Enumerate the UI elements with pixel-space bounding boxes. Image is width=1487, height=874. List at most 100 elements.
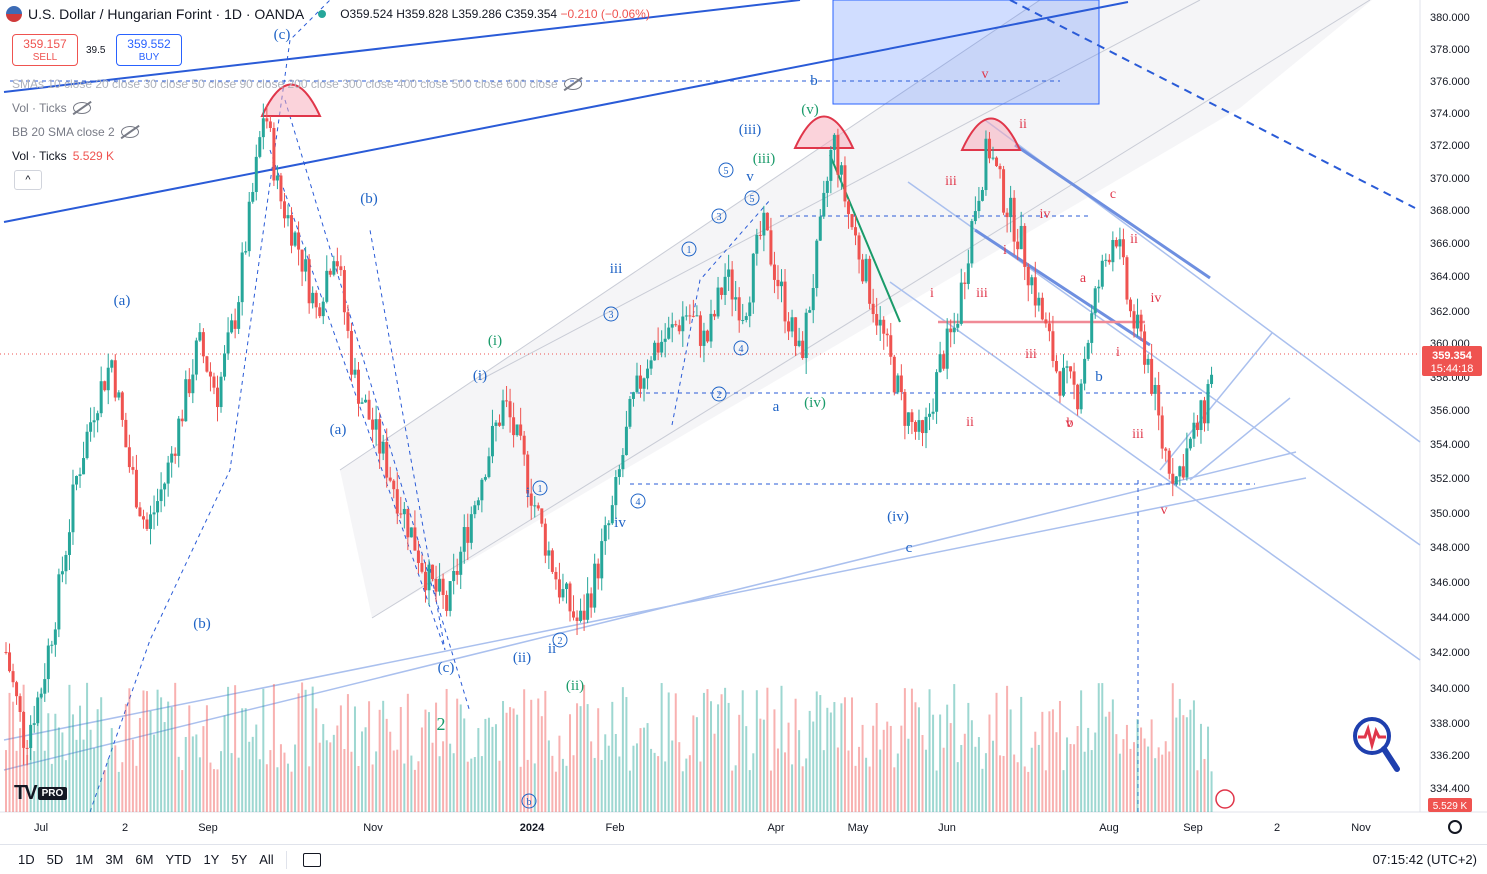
volume-bar (896, 753, 899, 812)
candle-body (402, 508, 406, 515)
candle-body (25, 747, 29, 749)
candle-body (653, 342, 657, 361)
timeframe-3m[interactable]: 3M (105, 852, 124, 867)
volume-bar (19, 728, 22, 812)
volume-bar (329, 742, 332, 812)
last-price-value: 359.354 (1432, 350, 1473, 362)
volume-bar (840, 703, 843, 812)
volume-bar (551, 755, 554, 812)
candle-body (159, 489, 163, 502)
settings-gear-icon[interactable] (1448, 820, 1462, 834)
volume-bar (995, 692, 998, 812)
candle-body (998, 166, 1002, 170)
candle-body (727, 269, 731, 277)
volume-bar (466, 761, 469, 812)
candle-body (364, 399, 368, 403)
volume-bar (456, 698, 459, 812)
symbol-title[interactable]: U.S. Dollar / Hungarian Forint · 1D · OA… (28, 6, 305, 22)
hidden-eye-icon[interactable] (563, 78, 582, 90)
timeframe-5y[interactable]: 5Y (231, 852, 248, 867)
volume-bar (40, 688, 43, 812)
volume-bar (798, 730, 801, 812)
legend-vol[interactable]: Vol · Ticks 5.529 K (12, 149, 114, 163)
candle-body (801, 340, 805, 359)
price-chart[interactable]: 380.000 378.000 376.000 374.000 372.000 370.0… (0, 0, 1487, 844)
volume-bar (209, 762, 212, 812)
candle-body (43, 679, 47, 694)
candle-body (1157, 384, 1161, 416)
candle-body (935, 372, 939, 412)
candle-body (332, 261, 336, 275)
clock-readout[interactable]: 07:15:42 (UTC+2) (1372, 852, 1477, 867)
candle-body (406, 508, 410, 538)
candle-body (980, 190, 984, 201)
volume-bar (392, 750, 395, 812)
volume-bar (932, 714, 935, 812)
volume-bar (1150, 719, 1153, 812)
volume-bar (93, 748, 96, 812)
candle-body (46, 645, 50, 680)
wave-label: b (810, 73, 818, 89)
timeframe-all[interactable]: All (259, 852, 274, 867)
timeframe-6m[interactable]: 6M (135, 852, 154, 867)
support-line (1189, 397, 1291, 481)
candle-body (663, 338, 667, 342)
candle-body (744, 316, 748, 320)
candle-body (921, 420, 924, 434)
candle-body (272, 127, 276, 181)
volume-bar (833, 702, 836, 812)
candle-body (1104, 259, 1108, 261)
date-range-calendar-icon[interactable] (302, 852, 321, 867)
timeframe-1y[interactable]: 1Y (203, 852, 220, 867)
volume-bar (1041, 711, 1044, 812)
wave-label: (b) (360, 191, 378, 207)
candle-body (230, 320, 234, 333)
candle-body (829, 149, 833, 181)
volume-bar (378, 709, 381, 812)
volume-bar (389, 731, 392, 812)
timeframe-1m[interactable]: 1M (75, 852, 94, 867)
wave-label: iii (1132, 427, 1144, 442)
volume-bar (1101, 683, 1104, 812)
volume-bar (565, 765, 568, 812)
tradingview-logo[interactable]: TV PRO (14, 782, 68, 805)
candle-body (1051, 331, 1055, 362)
sell-button[interactable]: 359.157 SELL (12, 34, 78, 66)
volume-bar (505, 712, 508, 812)
time-tick-label: Nov (1351, 822, 1371, 834)
candle-body (60, 571, 64, 575)
timeframe-ytd[interactable]: YTD (165, 852, 192, 867)
legend-vol-hidden[interactable]: Vol · Ticks (12, 101, 91, 115)
volume-bar (762, 719, 765, 812)
candle-body (1062, 367, 1065, 396)
time-tick-label: 2 (122, 822, 128, 834)
volume-bar (1051, 709, 1054, 812)
hidden-eye-icon[interactable] (72, 102, 91, 114)
hidden-eye-icon[interactable] (120, 126, 139, 138)
collapse-legend-button[interactable]: ^ (14, 170, 42, 190)
candle-body (688, 315, 692, 317)
time-tick-label: Jul (34, 822, 48, 834)
candle-body (388, 477, 392, 481)
legend-bb[interactable]: BB 20 SMA close 2 (12, 125, 139, 139)
volume-bar (438, 756, 441, 812)
timeframe-1d[interactable]: 1D (18, 852, 35, 867)
timeframe-5d[interactable]: 5D (46, 852, 64, 867)
candle-body (966, 263, 970, 284)
buy-button[interactable]: 359.552 BUY (116, 34, 182, 66)
legend-smas[interactable]: SMAs 10 close 20 close 30 close 50 close… (12, 77, 582, 91)
volume-bar (925, 749, 928, 812)
wave-label: (b) (193, 616, 211, 632)
volume-bar (537, 698, 540, 812)
volume-bar (350, 751, 353, 812)
volume-bar (540, 716, 543, 812)
wave-label: ii (1019, 117, 1027, 132)
volume-bar (188, 705, 191, 812)
magnifier-icon[interactable] (1352, 716, 1400, 772)
volume-bar (635, 743, 638, 812)
volume-bar (364, 727, 367, 812)
candle-body (815, 240, 819, 289)
volume-bar (230, 753, 233, 812)
volume-bars (5, 682, 1213, 812)
bottom-toolbar: 1D 5D 1M 3M 6M YTD 1Y 5Y All 07:15:42 (U… (0, 844, 1487, 874)
